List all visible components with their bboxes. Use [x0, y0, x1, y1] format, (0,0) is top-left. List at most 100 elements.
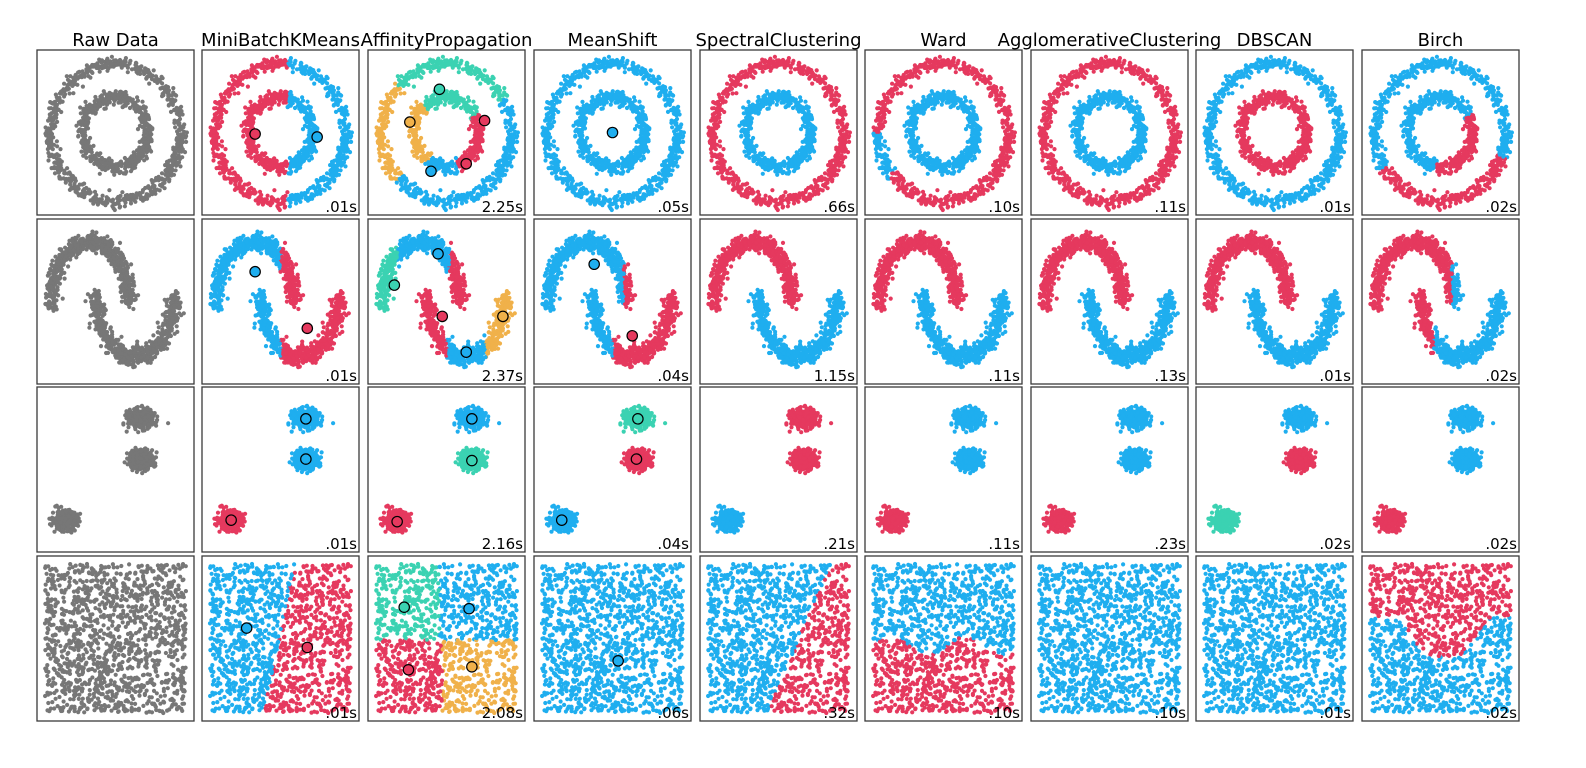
data-point: [245, 84, 250, 89]
data-point: [53, 111, 58, 116]
data-point: [397, 86, 402, 91]
data-point: [654, 79, 659, 84]
data-point: [281, 197, 287, 202]
data-point: [333, 109, 339, 114]
data-point: [52, 166, 57, 171]
data-point: [296, 166, 301, 171]
data-point: [83, 145, 89, 150]
data-point: [401, 174, 406, 179]
data-point: [434, 106, 439, 111]
data-point: [176, 122, 181, 127]
data-point: [230, 171, 235, 176]
data-point: [453, 99, 458, 104]
data-point: [72, 75, 77, 80]
data-point: [56, 170, 61, 175]
data-point: [53, 160, 58, 165]
data-point: [413, 140, 418, 145]
data-point: [673, 154, 678, 159]
data-point: [290, 70, 295, 75]
data-point: [331, 102, 337, 107]
data-point: [459, 201, 465, 206]
data-point: [79, 149, 84, 154]
data-point: [138, 71, 143, 76]
data-point: [166, 102, 172, 107]
data-point: [231, 86, 236, 91]
data-point: [652, 187, 657, 192]
data-point: [135, 67, 140, 72]
data-point: [306, 133, 311, 138]
data-point: [309, 76, 314, 81]
data-point: [381, 118, 386, 123]
data-point: [603, 66, 608, 71]
data-point: [292, 105, 298, 111]
data-point: [471, 99, 476, 104]
data-point: [172, 118, 177, 123]
data-point: [434, 99, 439, 104]
data-point: [593, 201, 598, 206]
data-point: [622, 70, 627, 75]
data-point: [243, 119, 248, 124]
data-point: [376, 147, 381, 152]
data-point: [309, 156, 314, 161]
data-point: [474, 69, 479, 74]
data-point: [630, 199, 635, 204]
data-point: [374, 131, 379, 136]
data-point: [65, 83, 70, 88]
data-point: [139, 152, 144, 157]
data-point: [137, 123, 142, 128]
data-point: [103, 106, 108, 111]
data-point: [513, 122, 518, 127]
data-point: [143, 69, 148, 74]
data-point: [509, 164, 514, 169]
data-point: [174, 105, 179, 110]
data-point: [479, 148, 484, 153]
data-point: [431, 64, 436, 69]
data-point: [314, 178, 319, 183]
cluster-center-marker: [311, 131, 323, 143]
data-point: [550, 111, 555, 116]
data-point: [410, 149, 415, 154]
data-point: [665, 109, 671, 114]
data-point: [310, 185, 315, 190]
data-point: [579, 190, 584, 195]
data-point: [125, 70, 130, 75]
data-point: [498, 179, 503, 184]
data-point: [588, 143, 593, 148]
data-point: [505, 163, 510, 168]
data-point: [620, 166, 625, 171]
data-point: [641, 76, 646, 81]
data-point: [567, 174, 573, 179]
data-point: [47, 106, 52, 111]
data-point: [312, 81, 317, 86]
data-point: [410, 192, 415, 198]
data-point: [385, 139, 390, 144]
data-point: [316, 184, 321, 189]
data-point: [650, 178, 655, 183]
data-point: [605, 198, 610, 203]
data-point: [54, 156, 59, 161]
data-point: [337, 118, 342, 123]
data-point: [433, 161, 439, 167]
data-point: [642, 185, 647, 190]
data-point: [661, 84, 666, 89]
data-point: [441, 165, 446, 170]
data-point: [69, 186, 74, 191]
data-point: [234, 186, 239, 191]
data-point: [343, 164, 348, 169]
data-point: [265, 64, 270, 69]
data-point: [425, 97, 430, 102]
data-point: [73, 189, 78, 194]
data-point: [508, 116, 514, 122]
data-point: [100, 64, 105, 69]
data-point: [122, 99, 127, 104]
data-point: [562, 171, 567, 176]
data-point: [215, 101, 220, 106]
data-point: [304, 116, 309, 121]
data-point: [218, 111, 223, 116]
data-point: [280, 61, 285, 66]
data-point: [247, 140, 252, 145]
data-point: [164, 159, 170, 164]
data-point: [345, 147, 350, 152]
data-point: [422, 196, 427, 201]
data-point: [505, 111, 510, 116]
